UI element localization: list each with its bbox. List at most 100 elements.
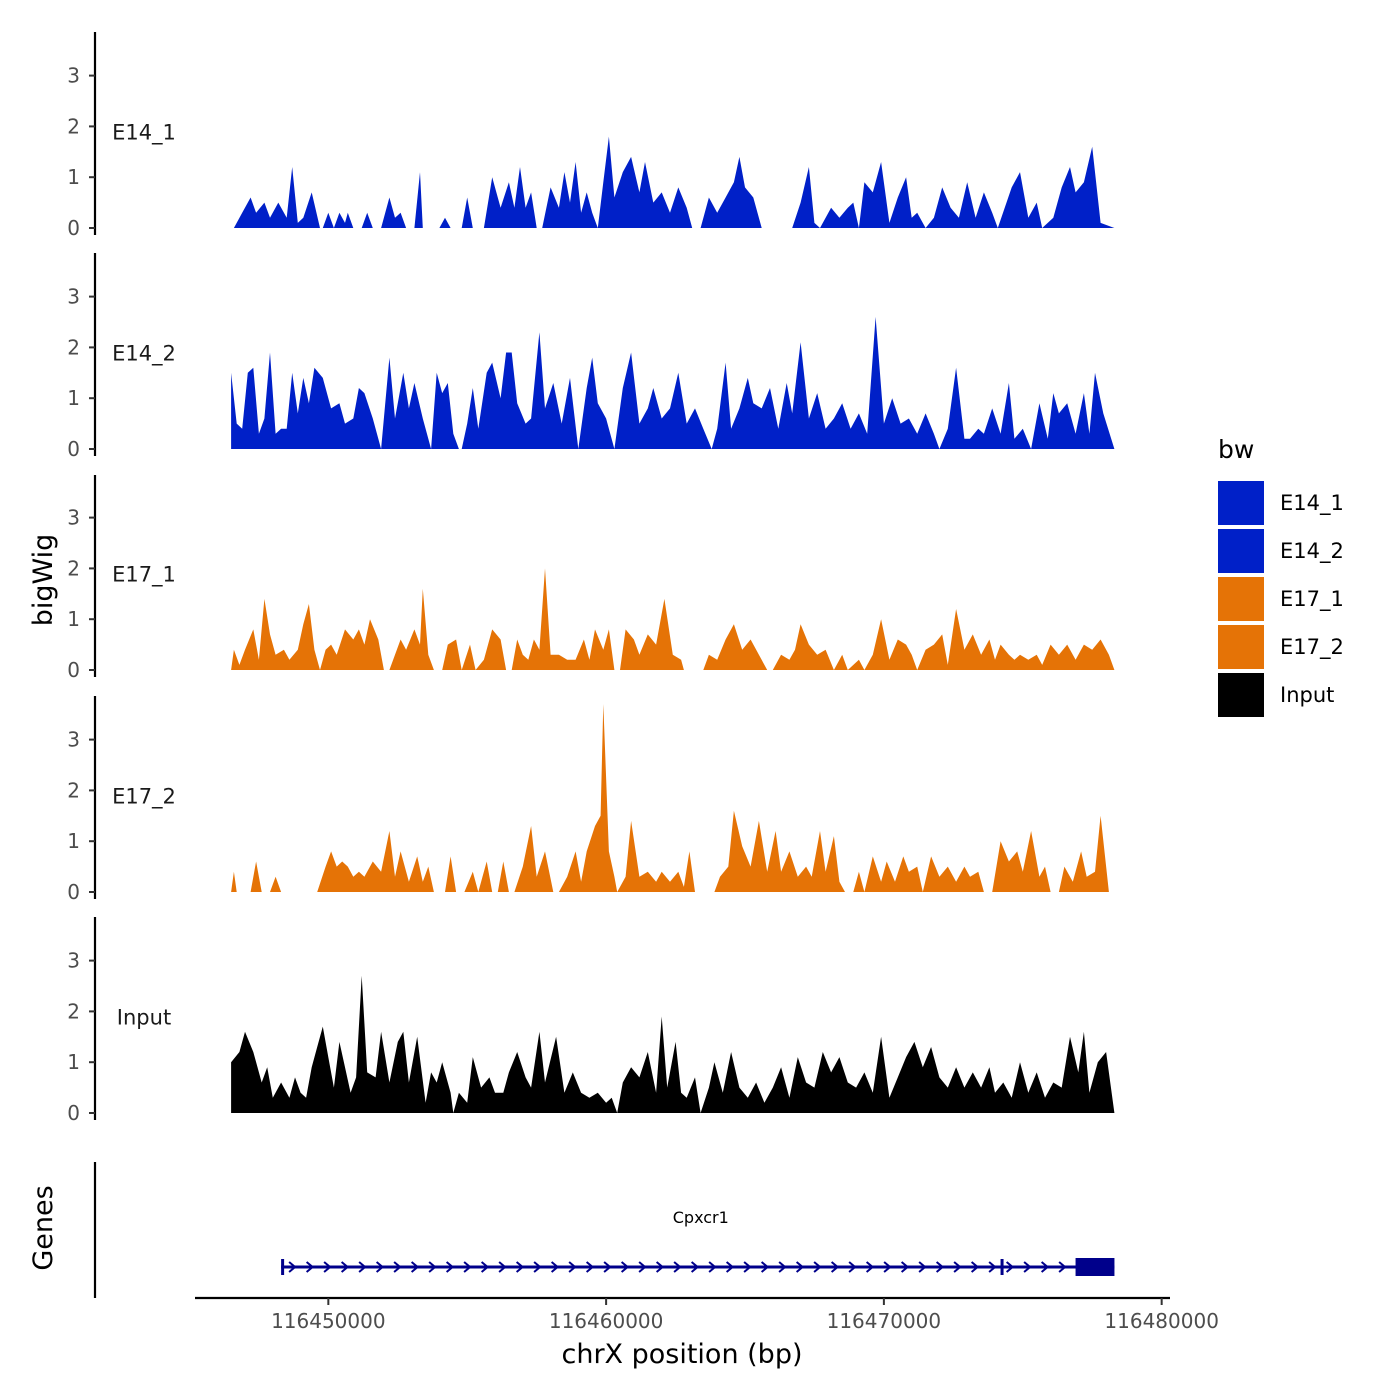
strand-arrow <box>323 1261 332 1273</box>
strand-arrow <box>305 1261 315 1273</box>
x-tick-label: 116470000 <box>827 1309 942 1333</box>
strand-arrow <box>620 1261 630 1273</box>
y-tick-label: 0 <box>67 216 80 240</box>
gene-track-title: Genes <box>28 1185 59 1270</box>
legend-label: E14_2 <box>1280 539 1344 564</box>
strand-arrow <box>690 1261 700 1273</box>
y-tick-label: 0 <box>67 437 80 461</box>
strand-arrow <box>953 1261 962 1273</box>
strand-arrow <box>585 1261 595 1273</box>
y-tick-label: 0 <box>67 658 80 682</box>
strand-arrow <box>358 1261 367 1273</box>
signal-area <box>233 136 1115 228</box>
strand-arrow <box>988 1261 997 1273</box>
y-tick-label: 3 <box>67 506 80 530</box>
legend-entry-e14-2: E14_2 <box>1218 529 1344 573</box>
y-tick-label: 2 <box>67 778 80 802</box>
strand-arrow <box>638 1261 647 1273</box>
gene-label: Cpxcr1 <box>673 1208 729 1227</box>
x-axis-title: chrX position (bp) <box>561 1339 802 1370</box>
strand-arrow <box>445 1261 455 1273</box>
strand-arrow <box>1005 1261 1015 1273</box>
track-label: E14_2 <box>112 341 176 366</box>
bigwig-tracks: 0 1 2 3 E14_1 0 1 2 3 E14_2 0 1 2 3 E17_1 0 1 2 3 E17_2 0 1 2 3… <box>67 32 1115 1125</box>
track-label: Input <box>117 1005 171 1029</box>
signal-area <box>231 704 1109 892</box>
strand-arrow <box>288 1261 297 1273</box>
strand-arrow <box>935 1261 945 1273</box>
x-tick-label: 116480000 <box>1104 1309 1219 1333</box>
strand-arrow <box>865 1261 875 1273</box>
strand-arrow <box>393 1261 402 1273</box>
strand-arrow <box>480 1261 490 1273</box>
y-tick-label: 2 <box>67 114 80 138</box>
strand-arrow <box>708 1261 717 1273</box>
strand-arrow <box>568 1261 577 1273</box>
y-tick-label: 1 <box>67 165 80 189</box>
strand-arrow <box>340 1261 350 1273</box>
gene-track: Cpxcr1 <box>93 1162 1115 1298</box>
strand-arrow <box>1058 1261 1067 1273</box>
legend-title: bw <box>1218 435 1254 464</box>
signal-area <box>231 568 1115 670</box>
x-tick-label: 116450000 <box>271 1309 386 1333</box>
strand-arrow <box>830 1261 840 1273</box>
strand-arrow <box>918 1261 927 1273</box>
track-e14-1: 0 1 2 3 E14_1 <box>67 32 1115 240</box>
legend-label: Input <box>1280 683 1334 707</box>
strand-arrow <box>813 1261 822 1273</box>
y-tick-label: 2 <box>67 999 80 1023</box>
strand-arrow <box>743 1261 752 1273</box>
legend-swatch <box>1218 625 1264 669</box>
gene-exon <box>281 1259 285 1275</box>
strand-arrow <box>1023 1261 1032 1273</box>
track-label: E17_2 <box>112 784 176 809</box>
strand-arrow <box>848 1261 857 1273</box>
track-e14-2: 0 1 2 3 E14_2 <box>67 253 1115 461</box>
y-tick-label: 3 <box>67 64 80 88</box>
legend-label: E17_1 <box>1280 587 1344 612</box>
y-tick-label: 3 <box>67 728 80 752</box>
legend-label: E17_2 <box>1280 635 1344 660</box>
strand-arrow <box>428 1261 437 1273</box>
legend-swatch <box>1218 673 1264 717</box>
y-tick-label: 3 <box>67 285 80 309</box>
strand-arrow <box>498 1261 507 1273</box>
gene-exon <box>1000 1259 1004 1275</box>
strand-arrow <box>760 1261 770 1273</box>
y-tick-label: 2 <box>67 335 80 359</box>
track-input: 0 1 2 3 Input <box>67 917 1115 1125</box>
track-label: E17_1 <box>112 562 176 587</box>
signal-area <box>231 316 1115 449</box>
y-tick-label: 1 <box>67 1050 80 1074</box>
track-label: E14_1 <box>112 120 176 145</box>
strand-arrow <box>515 1261 525 1273</box>
legend-entry-e17-2: E17_2 <box>1218 625 1344 669</box>
strand-arrow <box>673 1261 682 1273</box>
strand-arrow <box>725 1261 735 1273</box>
strand-arrow <box>410 1261 420 1273</box>
strand-arrow <box>1040 1261 1050 1273</box>
track-e17-2: 0 1 2 3 E17_2 <box>67 696 1109 904</box>
strand-arrow <box>900 1261 910 1273</box>
y-tick-label: 0 <box>67 1101 80 1125</box>
y-tick-label: 2 <box>67 556 80 580</box>
legend-entry-e14-1: E14_1 <box>1218 481 1344 525</box>
legend-label: E14_1 <box>1280 491 1344 516</box>
legend-swatch <box>1218 481 1264 525</box>
strand-arrow <box>655 1261 665 1273</box>
x-axis-ticks: 116450000 116460000 116470000 116480000 <box>271 1298 1219 1333</box>
gene-exon <box>1075 1258 1115 1276</box>
y-tick-label: 3 <box>67 949 80 973</box>
strand-arrow <box>778 1261 787 1273</box>
track-e17-1: 0 1 2 3 E17_1 <box>67 475 1115 682</box>
strand-arrow <box>375 1261 385 1273</box>
y-tick-label: 1 <box>67 386 80 410</box>
y-tick-label: 0 <box>67 880 80 904</box>
y-tick-label: 1 <box>67 829 80 853</box>
x-axis: 116450000 116460000 116470000 116480000 <box>195 1296 1219 1333</box>
y-tick-label: 1 <box>67 607 80 631</box>
strand-arrow <box>795 1261 805 1273</box>
strand-arrow <box>883 1261 892 1273</box>
